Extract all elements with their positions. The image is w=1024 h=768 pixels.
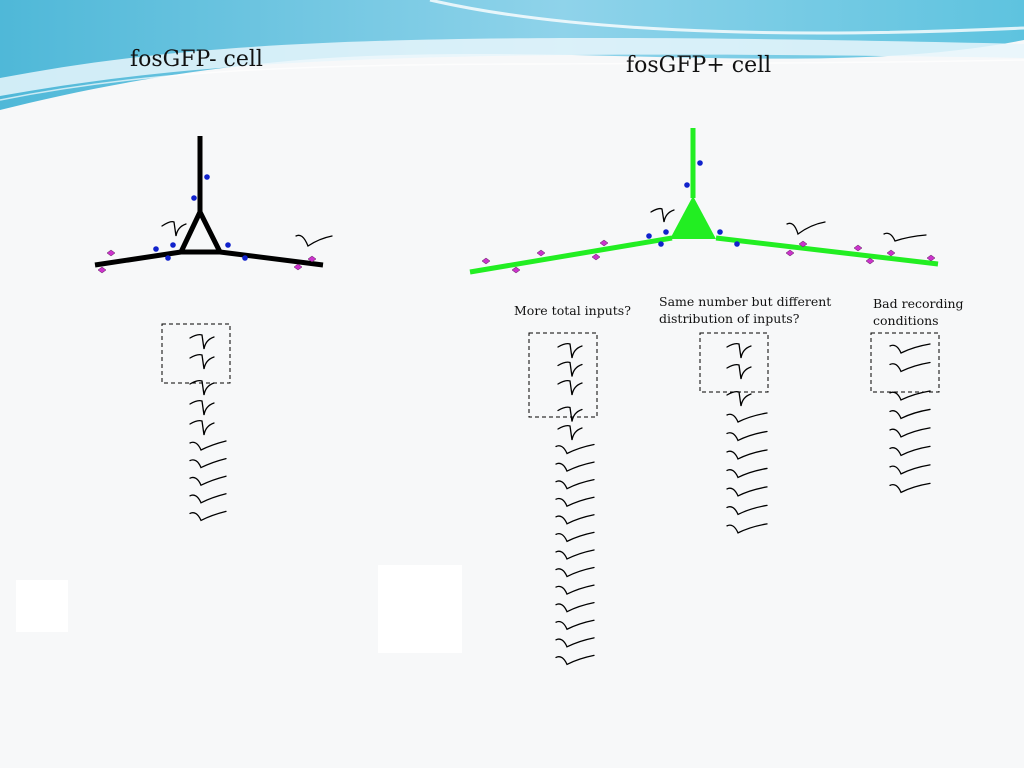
trace-col3-sharp-3 (726, 390, 752, 407)
header-wave (0, 0, 1024, 110)
trace-col2-slow-11 (555, 619, 595, 631)
example-trace-minus-proximal (161, 220, 187, 237)
example-trace-plus-distal-1 (786, 221, 826, 236)
trace-col2-sharp-1 (557, 342, 583, 359)
example-trace-minus-distal (295, 234, 333, 247)
trace-col4-slow-2 (889, 361, 931, 373)
trace-col2-sharp-4 (557, 406, 583, 422)
neuron-plus-synapses-proximal (646, 160, 740, 247)
trace-columns (189, 333, 931, 666)
neuron-minus-soma (177, 206, 225, 255)
hypothesis-more-inputs: More total inputs? (514, 303, 631, 318)
trace-col4-slow-1 (889, 343, 931, 354)
trace-col2-sharp-5 (557, 424, 583, 441)
trace-col1-sharp-5 (189, 419, 215, 436)
trace-col1-sharp-3 (189, 379, 215, 396)
trace-col3-slow-4 (726, 467, 768, 479)
hypothesis-labels: More total inputs? Same number but diffe… (514, 294, 964, 328)
trace-col2-slow-12 (555, 637, 595, 648)
dashed-boxes (161, 323, 940, 418)
trace-col2-slow-1 (555, 443, 595, 455)
trace-col2-slow-6 (555, 531, 595, 543)
title-left: fosGFP- cell (130, 47, 263, 72)
neuron-minus-synapses-distal (97, 249, 317, 274)
trace-col3-slow-6 (726, 504, 768, 516)
trace-col2-slow-7 (555, 549, 595, 560)
trace-col1-sharp-1 (189, 333, 215, 350)
title-right: fosGFP+ cell (626, 53, 771, 78)
neuron-fosgfp-plus (469, 128, 939, 275)
trace-col4-slow-4 (889, 408, 931, 420)
example-traces (161, 207, 927, 247)
trace-col3-sharp-1 (726, 342, 752, 359)
neuron-minus-synapses-proximal (153, 174, 248, 261)
trace-col1-slow-4 (189, 493, 227, 504)
box-distribution (699, 332, 769, 393)
trace-col2-slow-13 (555, 654, 595, 666)
neuron-plus-soma (670, 196, 716, 239)
trace-col3-sharp-2 (726, 363, 752, 380)
neuron-minus-dendrites (94, 136, 324, 268)
trace-col3-slow-2 (726, 430, 768, 442)
trace-col2-slow-2 (555, 461, 595, 472)
example-trace-plus-distal-2 (883, 232, 927, 242)
trace-col1-slow-1 (189, 440, 227, 451)
trace-col2-slow-4 (555, 496, 595, 508)
trace-col2-slow-8 (555, 566, 595, 578)
trace-col1-sharp-4 (189, 399, 215, 416)
trace-col2-sharp-2 (557, 361, 583, 377)
trace-col4-slow-5 (889, 427, 931, 438)
hypothesis-distribution-line2: distribution of inputs? (659, 311, 800, 326)
white-patch-left (16, 580, 68, 632)
trace-col1-slow-2 (189, 457, 227, 469)
hypothesis-distribution-line1: Same number but different (659, 294, 831, 309)
neuron-plus-synapses-distal (481, 239, 936, 274)
trace-col2-sharp-3 (557, 379, 583, 396)
trace-col2-slow-9 (555, 584, 595, 595)
trace-col3-slow-5 (726, 486, 768, 497)
trace-col1-slow-3 (189, 475, 227, 487)
box-fosgfp-minus (161, 323, 231, 384)
trace-col2-slow-10 (555, 602, 595, 613)
trace-col3-slow-1 (726, 412, 768, 423)
trace-col4-slow-6 (889, 445, 931, 457)
box-more-inputs (528, 332, 598, 418)
neuron-fosgfp-minus (94, 136, 324, 274)
trace-col2-slow-3 (555, 479, 595, 490)
trace-col4-slow-3 (889, 390, 931, 401)
white-patch-center (378, 565, 462, 653)
hypothesis-bad-recording-line2: conditions (873, 313, 939, 328)
trace-col3-slow-3 (726, 449, 768, 460)
box-bad-recording (870, 332, 940, 393)
trace-col1-slow-5 (189, 510, 227, 522)
trace-col3-slow-7 (726, 523, 768, 534)
neuron-plus-dendrites (469, 128, 939, 275)
trace-col2-slow-5 (555, 514, 595, 525)
hypothesis-bad-recording-line1: Bad recording (873, 296, 964, 311)
example-trace-plus-proximal (650, 207, 675, 223)
trace-col4-slow-8 (889, 482, 931, 494)
trace-col1-sharp-2 (189, 353, 215, 370)
trace-col4-slow-7 (889, 464, 931, 475)
